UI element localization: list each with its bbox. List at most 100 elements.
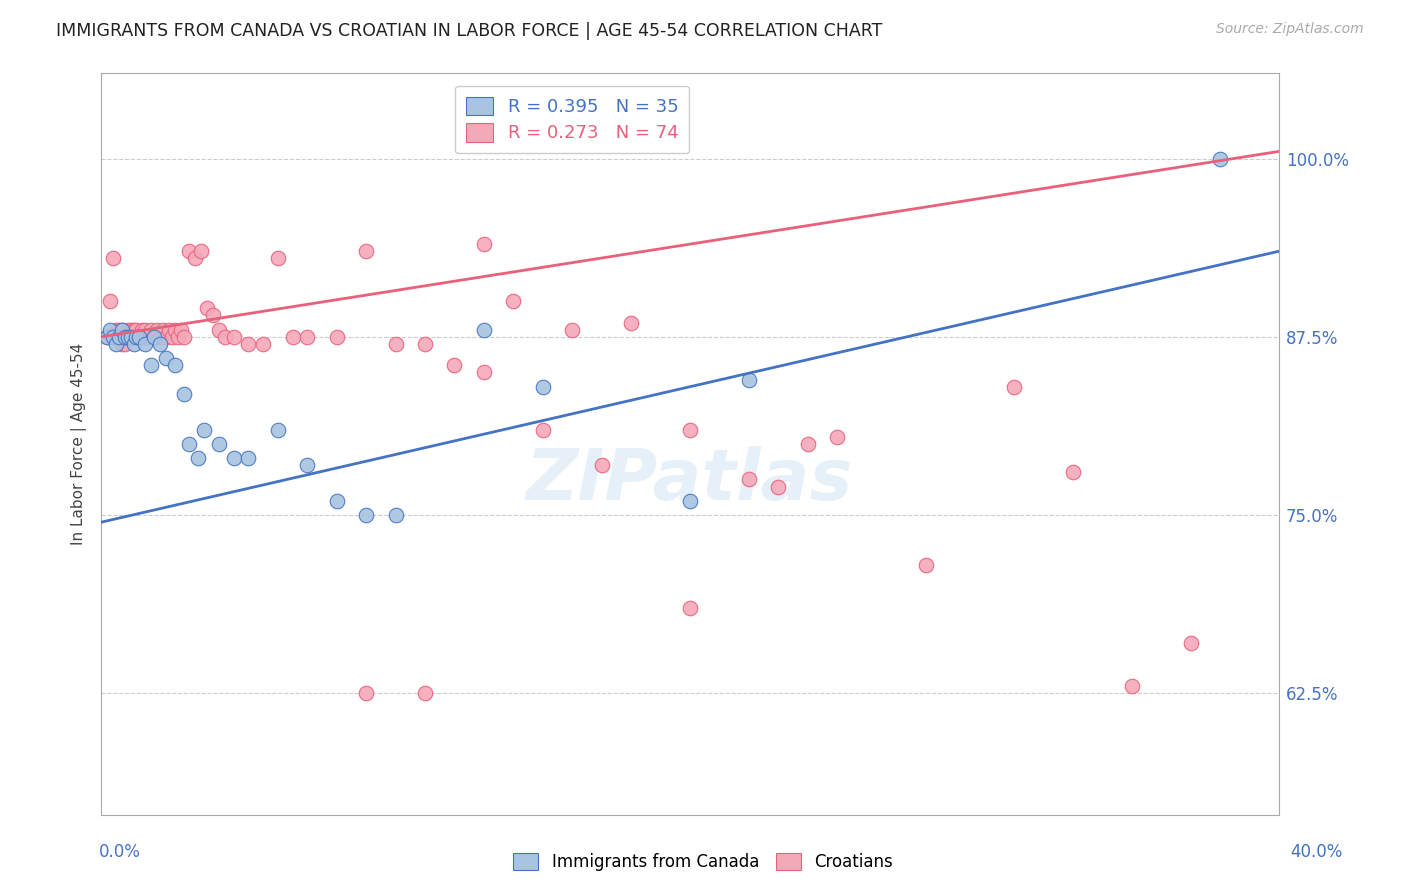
Point (173, 330, 195, 344)
Point (128, 330, 150, 344)
Point (96, 330, 118, 344)
Point (125, 330, 148, 344)
Point (131, 323, 153, 337)
Point (195, 301, 218, 316)
Point (208, 437, 231, 451)
Point (679, 600, 702, 615)
Point (679, 493, 702, 508)
Point (222, 330, 245, 344)
Point (114, 330, 136, 344)
Point (1002, 380, 1025, 394)
Point (122, 323, 145, 337)
Point (238, 337, 260, 351)
Point (738, 373, 761, 387)
Point (107, 323, 129, 337)
Point (472, 237, 495, 252)
Point (738, 472, 761, 486)
Point (101, 252, 124, 266)
Point (111, 323, 134, 337)
Point (238, 450, 260, 465)
Point (155, 351, 177, 366)
Point (384, 337, 406, 351)
Point (472, 366, 495, 380)
Point (184, 252, 207, 266)
Point (160, 330, 183, 344)
Point (117, 323, 139, 337)
Point (325, 330, 347, 344)
Point (120, 330, 142, 344)
Point (297, 458, 319, 472)
Legend: R = 0.395   N = 35, R = 0.273   N = 74: R = 0.395 N = 35, R = 0.273 N = 74 (456, 86, 689, 153)
Point (297, 330, 319, 344)
Point (107, 330, 129, 344)
Point (208, 323, 231, 337)
Point (149, 337, 172, 351)
Point (190, 244, 212, 259)
Point (122, 337, 145, 351)
Text: ZIPatlas: ZIPatlas (526, 446, 853, 516)
Point (222, 450, 245, 465)
Point (114, 330, 136, 344)
Point (117, 330, 139, 344)
Text: Source: ZipAtlas.com: Source: ZipAtlas.com (1216, 22, 1364, 37)
Point (281, 330, 304, 344)
Point (413, 337, 436, 351)
Point (149, 330, 172, 344)
Y-axis label: In Labor Force | Age 45-54: In Labor Force | Age 45-54 (72, 343, 87, 545)
Point (472, 323, 495, 337)
Point (267, 252, 290, 266)
Point (125, 323, 148, 337)
Point (354, 244, 377, 259)
Text: 40.0%: 40.0% (1291, 843, 1343, 861)
Point (163, 323, 186, 337)
Point (107, 330, 129, 344)
Point (443, 359, 465, 373)
Point (146, 323, 169, 337)
Point (354, 508, 377, 522)
Point (120, 323, 142, 337)
Point (101, 330, 124, 344)
Point (98, 323, 121, 337)
Point (797, 437, 820, 451)
Point (111, 337, 134, 351)
Point (128, 330, 150, 344)
Point (187, 450, 209, 465)
Point (679, 423, 702, 437)
Point (166, 330, 188, 344)
Point (111, 323, 134, 337)
Point (117, 330, 139, 344)
Point (120, 330, 142, 344)
Point (202, 309, 225, 323)
Point (122, 330, 145, 344)
Point (179, 437, 201, 451)
Point (169, 323, 191, 337)
Point (1062, 465, 1084, 479)
Point (125, 330, 148, 344)
Point (141, 323, 163, 337)
Point (502, 294, 524, 309)
Point (561, 323, 583, 337)
Point (98, 294, 121, 309)
Point (214, 330, 236, 344)
Point (143, 330, 166, 344)
Point (531, 423, 554, 437)
Point (768, 479, 790, 493)
Point (104, 337, 127, 351)
Point (104, 330, 127, 344)
Point (354, 686, 377, 700)
Point (413, 686, 436, 700)
Point (1209, 152, 1232, 166)
Point (325, 493, 347, 508)
Point (104, 323, 127, 337)
Point (825, 430, 848, 444)
Point (1121, 679, 1143, 693)
Point (1180, 636, 1202, 650)
Point (143, 330, 166, 344)
Point (384, 508, 406, 522)
Point (134, 323, 156, 337)
Point (163, 359, 186, 373)
Point (914, 558, 936, 572)
Text: 0.0%: 0.0% (98, 843, 141, 861)
Point (179, 244, 201, 259)
Point (620, 316, 643, 330)
